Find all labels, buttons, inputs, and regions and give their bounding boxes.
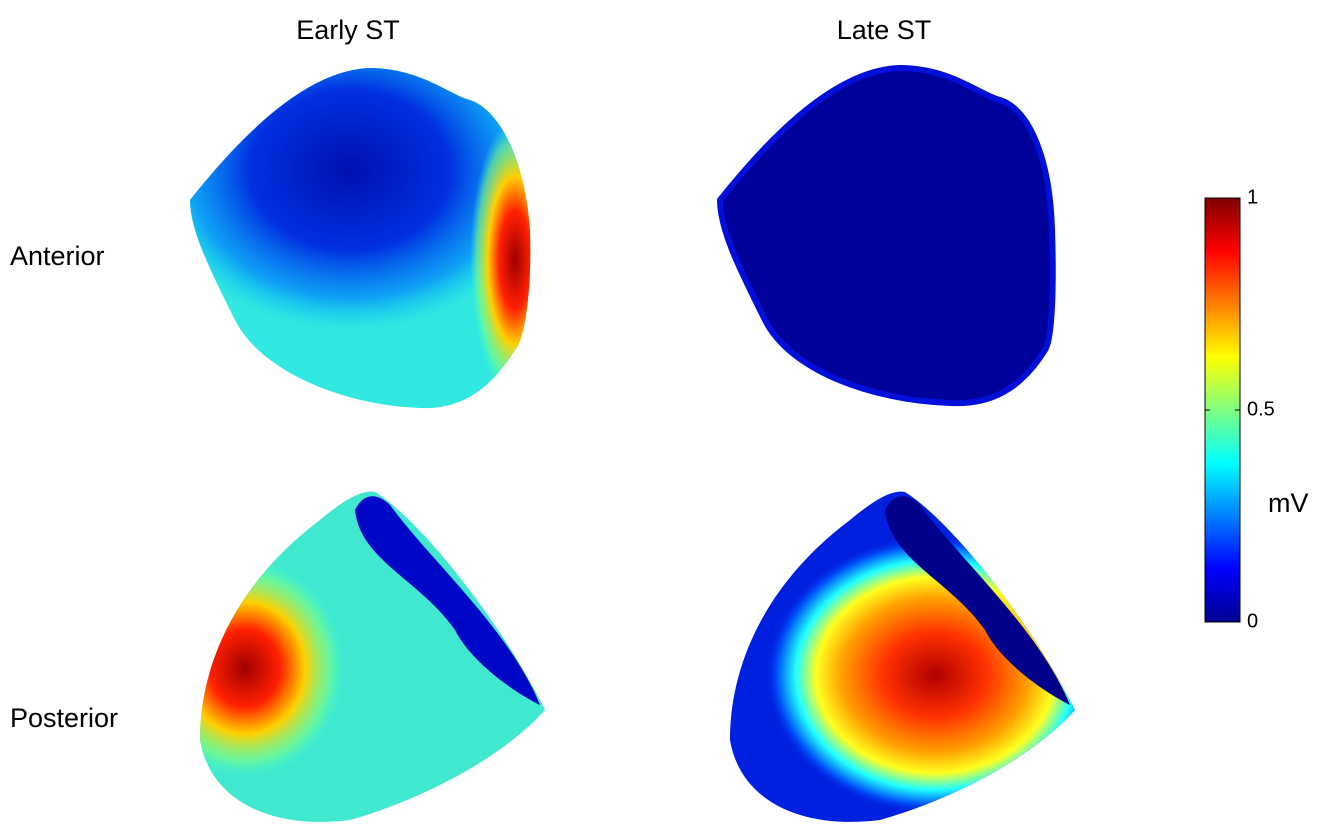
heart-map bbox=[200, 491, 545, 822]
row-label: Anterior bbox=[10, 241, 105, 271]
colorbar-tick-label: 0 bbox=[1247, 610, 1258, 632]
row-label: Posterior bbox=[10, 703, 118, 733]
heart-map bbox=[190, 68, 531, 409]
heart-map bbox=[730, 491, 1075, 822]
column-title: Late ST bbox=[837, 15, 932, 45]
heart-map bbox=[716, 64, 1056, 407]
colorbar-tick-label: 1 bbox=[1247, 186, 1258, 208]
column-title: Early ST bbox=[296, 15, 400, 45]
colorbar-label: mV bbox=[1268, 488, 1309, 518]
colorbar bbox=[1204, 197, 1241, 623]
colorbar-tick-label: 0.5 bbox=[1247, 398, 1275, 420]
